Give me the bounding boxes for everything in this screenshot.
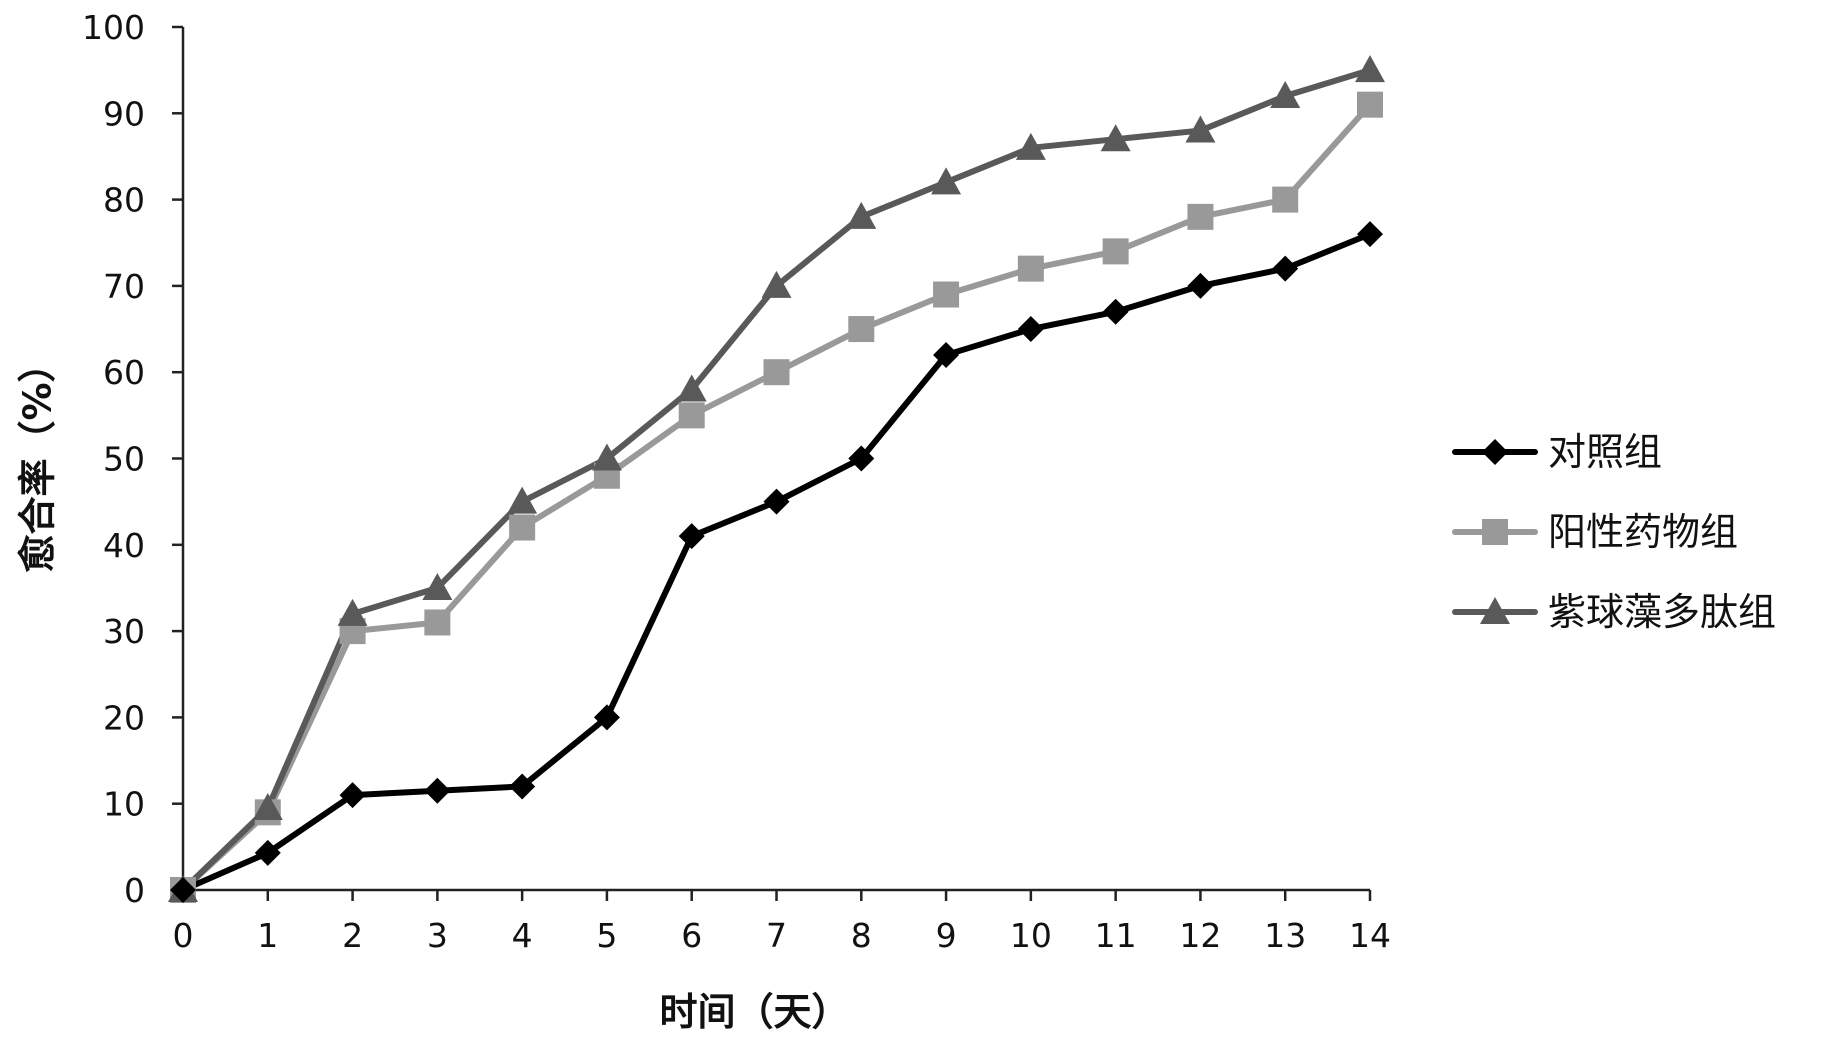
data-point-triangle <box>1355 55 1385 83</box>
data-point-diamond <box>424 777 451 804</box>
legend-item: 紫球藻多肽组 <box>1452 590 1776 634</box>
x-tick-label: 8 <box>851 916 872 955</box>
x-tick-label: 12 <box>1179 916 1221 955</box>
x-tick-label: 4 <box>512 916 533 955</box>
x-tick-label: 2 <box>342 916 363 955</box>
data-point-diamond <box>1017 316 1044 343</box>
data-point-square <box>1017 255 1044 282</box>
y-tick-label: 100 <box>82 8 145 47</box>
data-point-diamond <box>1272 255 1299 282</box>
data-point-diamond <box>933 341 960 368</box>
x-tick-label: 13 <box>1264 916 1306 955</box>
data-point-triangle <box>1185 115 1216 143</box>
data-point-diamond <box>339 782 366 809</box>
x-tick-label: 7 <box>766 916 787 955</box>
data-point-square <box>933 281 960 308</box>
y-tick-label: 70 <box>103 267 145 306</box>
data-point-triangle <box>761 270 792 298</box>
data-point-triangle <box>591 443 622 471</box>
data-point-triangle <box>422 572 453 600</box>
series-markers <box>168 55 1385 903</box>
y-tick-label: 80 <box>103 181 145 220</box>
data-point-square <box>763 359 790 386</box>
data-point-diamond <box>509 773 536 800</box>
y-tick-label: 40 <box>103 526 145 565</box>
x-tick-label: 0 <box>173 916 194 955</box>
data-point-square <box>848 316 875 343</box>
data-point-square <box>1187 203 1214 230</box>
series-lines <box>180 67 1373 893</box>
data-point-triangle <box>931 167 962 195</box>
data-point-diamond <box>763 488 790 515</box>
data-point-triangle <box>846 201 877 229</box>
series-line-2 <box>180 67 1373 893</box>
legend-item: 对照组 <box>1452 430 1662 474</box>
data-point-square <box>1357 91 1383 118</box>
y-tick-label: 60 <box>103 353 145 392</box>
x-tick-label: 10 <box>1010 916 1052 955</box>
data-point-square <box>424 609 451 636</box>
data-point-diamond <box>848 445 875 472</box>
x-tick-label: 1 <box>257 916 278 955</box>
data-point-diamond <box>593 704 620 731</box>
legend-marker-triangle <box>1480 597 1510 624</box>
x-tick-label: 11 <box>1095 916 1137 955</box>
y-axis-title: 愈合率（%） <box>16 344 60 572</box>
data-point-diamond <box>1357 221 1383 248</box>
y-tick-label: 10 <box>103 785 145 824</box>
legend-label: 阳性药物组 <box>1548 510 1738 554</box>
data-point-triangle <box>1270 81 1301 109</box>
x-axis-title: 时间（天） <box>659 990 849 1034</box>
data-point-diamond <box>678 523 705 550</box>
data-point-triangle <box>507 486 538 514</box>
x-tick-label: 9 <box>936 916 957 955</box>
legend-label: 对照组 <box>1548 430 1662 474</box>
axes <box>181 27 1370 892</box>
data-point-diamond <box>1102 298 1129 325</box>
legend-marker-diamond <box>1482 439 1508 465</box>
legend-marker-square <box>1482 519 1508 545</box>
y-tick-label: 30 <box>103 612 145 651</box>
data-point-triangle <box>252 793 283 821</box>
x-tick-label: 3 <box>427 916 448 955</box>
y-tick-label: 50 <box>103 440 145 479</box>
data-point-triangle <box>676 374 707 402</box>
legend-item: 阳性药物组 <box>1452 510 1738 554</box>
data-point-diamond <box>254 839 281 866</box>
x-tick-label: 6 <box>681 916 702 955</box>
y-tick-label: 90 <box>103 94 145 133</box>
x-tick-label: 5 <box>596 916 617 955</box>
data-point-triangle <box>1015 132 1046 160</box>
x-tick-label: 14 <box>1349 916 1391 955</box>
legend-label: 紫球藻多肽组 <box>1548 590 1776 634</box>
data-point-triangle <box>1100 124 1131 152</box>
data-point-diamond <box>170 877 196 903</box>
data-point-triangle <box>337 598 368 626</box>
y-tick-label: 20 <box>103 698 145 737</box>
data-point-square <box>1272 186 1299 213</box>
data-point-square <box>1102 238 1129 265</box>
data-point-square <box>509 514 536 541</box>
y-tick-label: 0 <box>124 871 145 910</box>
data-point-diamond <box>1187 272 1214 299</box>
data-point-square <box>678 402 705 429</box>
